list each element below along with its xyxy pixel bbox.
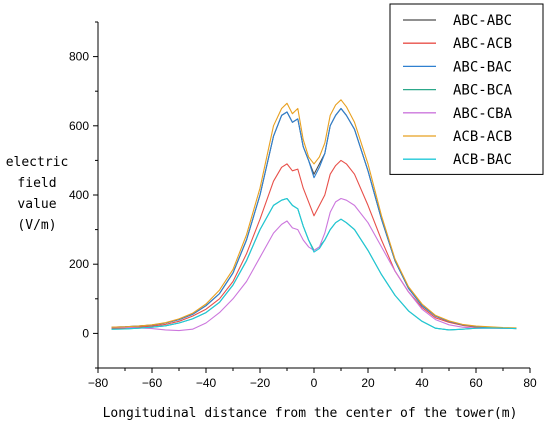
legend-label: ABC-ACB xyxy=(453,36,512,52)
y-axis-title-line: (V/m) xyxy=(17,218,56,233)
x-axis-title: Longitudinal distance from the center of… xyxy=(103,406,518,421)
legend-label: ABC-ABC xyxy=(453,13,512,29)
y-tick-label: 800 xyxy=(69,50,89,64)
y-tick-label: 600 xyxy=(69,119,89,133)
y-axis-title-line: field xyxy=(17,176,56,191)
legend-label: ABC-CBA xyxy=(453,106,513,122)
y-axis-title-line: electric xyxy=(6,155,69,170)
x-tick-label: 40 xyxy=(415,376,429,390)
x-tick-label: 20 xyxy=(361,376,375,390)
x-tick-label: −40 xyxy=(196,376,217,390)
y-tick-label: 400 xyxy=(69,188,89,202)
series-line-acb-bac xyxy=(111,197,517,331)
series-line-abc-bac xyxy=(111,107,517,329)
y-axis-title-line: value xyxy=(17,197,56,212)
y-tick-label: 200 xyxy=(69,257,89,271)
series-line-abc-acb xyxy=(111,159,517,330)
series-line-abc-cba xyxy=(111,197,517,332)
legend-label: ABC-BCA xyxy=(453,83,513,99)
y-axis-title: electric field value (V/m) xyxy=(6,155,69,233)
x-tick-label: −80 xyxy=(88,376,109,390)
y-tick-label: 0 xyxy=(82,326,89,340)
legend-label: ACB-BAC xyxy=(453,152,512,168)
series-layer xyxy=(111,99,517,332)
x-tick-label: −60 xyxy=(142,376,163,390)
x-tick-label: 60 xyxy=(469,376,483,390)
series-line-abc-bca xyxy=(111,197,517,331)
legend: ABC-ABC ABC-ACB ABC-BAC ABC-BCA ABC-CBA ACB-A… xyxy=(389,3,544,175)
legend-label: ACB-ACB xyxy=(453,129,512,145)
legend-label: ABC-BAC xyxy=(453,59,512,75)
x-tick-label: 0 xyxy=(311,376,318,390)
series-line-acb-acb xyxy=(111,99,517,329)
x-tick-label: 80 xyxy=(523,376,537,390)
x-tick-label: −20 xyxy=(250,376,271,390)
